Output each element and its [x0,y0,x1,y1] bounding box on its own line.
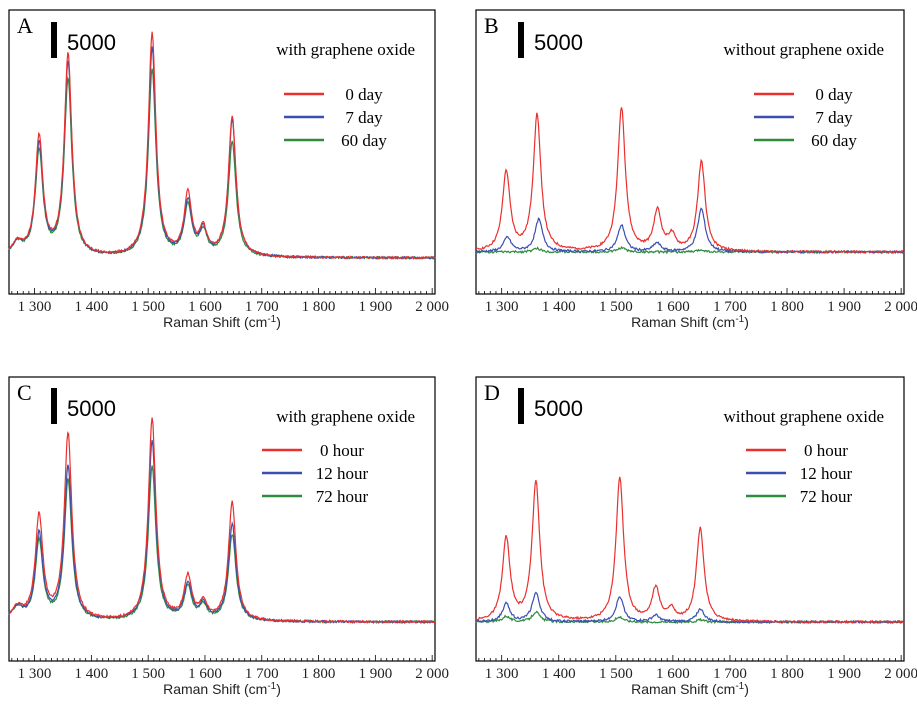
x-axis-label-sup: -1 [267,681,276,692]
legend-label: 0 hour [804,441,848,460]
x-tick-label: 1 600 [188,666,222,682]
x-tick-label: 1 500 [599,299,633,315]
x-tick-label: 1 800 [302,299,336,315]
x-tick-label: 1 800 [302,666,336,682]
legend-label: 12 hour [800,464,853,483]
series-line-0-hour [8,417,436,624]
x-tick-label: 1 400 [74,666,108,682]
condition-annotation: with graphene oxide [276,407,415,426]
x-axis-label-text: Raman Shift (cm [631,681,735,697]
x-tick-label: 1 500 [131,666,165,682]
x-axis-label-close: ) [276,314,281,330]
scale-bar-label: 5000 [534,30,583,55]
x-tick-label: 1 800 [770,299,804,315]
series-line-12-hour [8,439,436,625]
x-tick-label: 1 800 [770,666,804,682]
x-tick-label: 1 300 [18,299,52,315]
x-tick-label: 1 600 [656,299,690,315]
x-tick-label: 1 300 [18,666,52,682]
x-axis-label-text: Raman Shift (cm [163,314,267,330]
legend-label: 7 day [815,108,853,127]
x-axis-label-sup: -1 [267,314,276,325]
panel-letter: A [17,13,33,38]
x-axis-label-text: Raman Shift (cm [631,314,735,330]
x-tick-label: 1 500 [599,666,633,682]
x-tick-label: 1 600 [188,299,222,315]
x-axis-label: Raman Shift (cm-1) [631,681,749,697]
series-line-0-day [8,31,436,260]
legend-label: 12 hour [316,464,369,483]
x-tick-label: 1 400 [542,666,576,682]
x-tick-label: 2 000 [884,299,917,315]
panel-C: 1 300 1 400 1 500 1 600 1 700 1 800 1 900 2 000… [8,376,449,697]
intensity-scale-bar [51,388,57,424]
x-tick-label: 1 700 [245,666,279,682]
legend-label: 0 hour [320,441,364,460]
series-line-0-hour [475,476,905,624]
series-line-7-day [475,207,905,255]
x-axis-label: Raman Shift (cm-1) [163,681,281,697]
x-axis-label-close: ) [744,314,749,330]
panel-letter: C [17,380,32,405]
x-tick-label: 1 900 [358,666,392,682]
x-tick-label: 1 600 [656,666,690,682]
x-axis-label-close: ) [276,681,281,697]
legend-label: 60 day [811,131,857,150]
x-tick-label: 1 500 [131,299,165,315]
x-axis-label-close: ) [744,681,749,697]
legend-label: 7 day [345,108,383,127]
scale-bar-label: 5000 [534,396,583,421]
x-axis-label: Raman Shift (cm-1) [163,314,281,330]
x-tick-label: 1 700 [245,299,279,315]
x-tick-label: 2 000 [884,666,917,682]
panel-letter: D [484,380,500,405]
series-line-12-hour [475,591,905,625]
x-tick-label: 1 900 [827,666,861,682]
x-tick-label: 1 400 [542,299,576,315]
x-tick-label: 1 300 [485,666,519,682]
x-axis-label: Raman Shift (cm-1) [631,314,749,330]
x-tick-label: 2 000 [415,299,449,315]
legend-label: 0 day [815,85,853,104]
x-tick-label: 1 700 [713,299,747,315]
scale-bar-label: 5000 [67,30,116,55]
panel-D: 1 300 1 400 1 500 1 600 1 700 1 800 1 900 2 000… [475,376,917,697]
legend-label: 60 day [341,131,387,150]
x-tick-label: 1 400 [74,299,108,315]
x-tick-label: 2 000 [415,666,449,682]
x-tick-label: 1 900 [358,299,392,315]
condition-annotation: without graphene oxide [723,407,884,426]
condition-annotation: without graphene oxide [723,40,884,59]
intensity-scale-bar [518,22,524,58]
x-tick-label: 1 900 [827,299,861,315]
legend-label: 72 hour [800,487,853,506]
x-tick-label: 1 300 [485,299,519,315]
panel-A: 1 300 1 400 1 500 1 600 1 700 1 800 1 900 2 000… [8,9,449,330]
panel-letter: B [484,13,499,38]
x-axis-label-text: Raman Shift (cm [163,681,267,697]
scale-bar-label: 5000 [67,396,116,421]
condition-annotation: with graphene oxide [276,40,415,59]
x-axis-label-sup: -1 [735,681,744,692]
series-line-0-day [476,107,905,255]
intensity-scale-bar [51,22,57,58]
legend-label: 0 day [345,85,383,104]
panel-B: 1 300 1 400 1 500 1 600 1 700 1 800 1 900 2 000… [475,9,917,330]
x-tick-label: 1 700 [713,666,747,682]
legend-label: 72 hour [316,487,369,506]
x-axis-label-sup: -1 [735,314,744,325]
intensity-scale-bar [518,388,524,424]
